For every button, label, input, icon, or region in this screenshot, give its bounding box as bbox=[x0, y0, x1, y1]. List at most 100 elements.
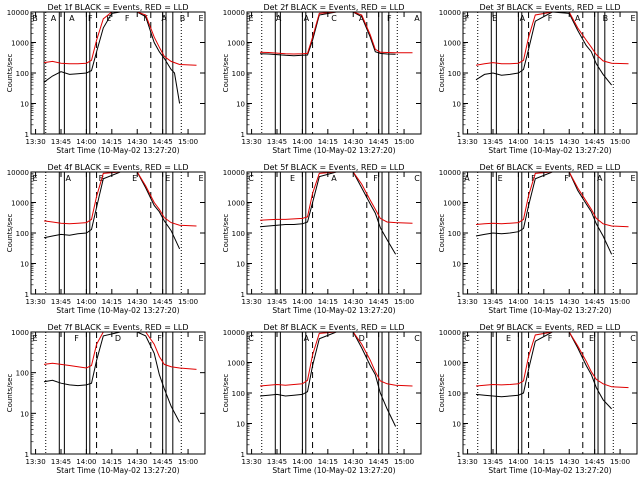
x-tick-label: 13:45 bbox=[51, 138, 71, 146]
y-tick-label: 1000 bbox=[11, 329, 29, 337]
x-tick-label: 14:15 bbox=[318, 458, 338, 466]
plot-frame bbox=[246, 331, 422, 455]
y-tick-label: 100 bbox=[16, 370, 29, 378]
y-tick-label: 1 bbox=[25, 291, 29, 299]
x-tick-label: 14:45 bbox=[153, 458, 173, 466]
y-tick-label: 10000 bbox=[223, 169, 245, 177]
state-marker-label: A bbox=[65, 174, 71, 183]
x-tick-label: 14:45 bbox=[585, 138, 605, 146]
chart-panel: Det 9f BLACK = Events, RED = LLD C E F E C 1 10… bbox=[438, 323, 638, 475]
state-marker-label: E bbox=[132, 174, 137, 183]
x-tick-label: 14:15 bbox=[534, 458, 554, 466]
y-tick-label: 1000 bbox=[443, 200, 461, 208]
chart-title: Det 3f BLACK = Events, RED = LLD bbox=[479, 3, 620, 12]
state-marker-label: A bbox=[161, 14, 167, 23]
state-marker-label: A bbox=[414, 14, 420, 23]
chart-title: Det 4f BLACK = Events, RED = LLD bbox=[47, 163, 188, 172]
x-axis-label: Start Time (10-May-02 13:27:20) bbox=[272, 306, 395, 315]
state-marker-label: F bbox=[88, 14, 93, 23]
x-axis-label: Start Time (10-May-02 13:27:20) bbox=[272, 466, 395, 475]
chart-panel: Det 8f BLACK = Events, RED = LLD C A D C 1 10 1… bbox=[222, 323, 422, 475]
x-tick-label: 15:00 bbox=[610, 138, 630, 146]
events-series-line bbox=[475, 12, 612, 86]
x-axis-label: Start Time (10-May-02 13:27:20) bbox=[56, 146, 179, 155]
x-tick-label: 14:00 bbox=[508, 298, 528, 306]
x-tick-label: 13:30 bbox=[457, 298, 477, 306]
x-axis-label: Start Time (10-May-02 13:27:20) bbox=[272, 146, 395, 155]
plot-frame bbox=[246, 171, 422, 295]
state-marker-label: B bbox=[180, 14, 186, 23]
state-marker-label: F bbox=[157, 334, 162, 343]
x-tick-label: 14:45 bbox=[369, 138, 389, 146]
y-axis-label: Counts/sec bbox=[6, 374, 14, 413]
x-tick-label: 14:15 bbox=[318, 138, 338, 146]
x-tick-label: 14:15 bbox=[102, 138, 122, 146]
chart-panel: Det 3f BLACK = Events, RED = LLD F E A F A B E 1… bbox=[438, 3, 638, 155]
x-tick-label: 14:00 bbox=[292, 458, 312, 466]
chart-title: Det 9f BLACK = Events, RED = LLD bbox=[479, 323, 620, 332]
state-marker-label: E bbox=[506, 334, 511, 343]
y-tick-label: 1000 bbox=[443, 40, 461, 48]
state-marker-label: E bbox=[589, 334, 594, 343]
y-tick-label: 100 bbox=[448, 390, 461, 398]
state-marker-label: F bbox=[564, 174, 569, 183]
events-series-line bbox=[43, 332, 181, 423]
y-tick-label: 100 bbox=[16, 230, 29, 238]
state-marker-label: E bbox=[498, 174, 503, 183]
y-tick-label: 1 bbox=[241, 291, 245, 299]
plot-frame bbox=[246, 11, 422, 135]
y-axis-label: Counts/sec bbox=[6, 54, 14, 93]
x-tick-label: 14:30 bbox=[559, 458, 579, 466]
state-marker-label: E bbox=[198, 334, 203, 343]
state-marker-label: E bbox=[165, 174, 170, 183]
state-marker-label: A bbox=[69, 14, 75, 23]
plot-frame bbox=[30, 171, 206, 295]
state-marker-label: F bbox=[125, 14, 130, 23]
x-tick-label: 14:00 bbox=[292, 298, 312, 306]
x-tick-label: 15:00 bbox=[394, 138, 414, 146]
y-tick-label: 10000 bbox=[223, 329, 245, 337]
state-marker-label: E bbox=[630, 174, 635, 183]
x-tick-label: 14:00 bbox=[76, 458, 96, 466]
state-marker-label: E bbox=[630, 14, 635, 23]
chart-title: Det 1f BLACK = Events, RED = LLD bbox=[47, 3, 188, 12]
y-tick-label: 10000 bbox=[223, 9, 245, 17]
y-tick-label: 1000 bbox=[11, 40, 29, 48]
y-tick-label: 10000 bbox=[439, 169, 461, 177]
x-tick-label: 13:45 bbox=[51, 458, 71, 466]
x-tick-label: 13:30 bbox=[25, 458, 45, 466]
y-tick-label: 1 bbox=[25, 131, 29, 139]
state-marker-label: A bbox=[575, 14, 581, 23]
state-marker-label: C bbox=[414, 174, 420, 183]
state-marker-label: A bbox=[464, 174, 470, 183]
x-axis-label: Start Time (10-May-02 13:27:20) bbox=[56, 306, 179, 315]
state-marker-label: D bbox=[359, 334, 365, 343]
x-tick-label: 13:45 bbox=[483, 138, 503, 146]
x-tick-label: 14:30 bbox=[559, 298, 579, 306]
x-tick-label: 14:00 bbox=[508, 458, 528, 466]
x-tick-label: 15:00 bbox=[394, 298, 414, 306]
x-tick-label: 14:15 bbox=[534, 138, 554, 146]
x-tick-label: 13:45 bbox=[267, 298, 287, 306]
x-tick-label: 14:45 bbox=[369, 458, 389, 466]
state-marker-label: C bbox=[464, 334, 470, 343]
y-tick-label: 1 bbox=[241, 131, 245, 139]
y-tick-label: 10 bbox=[236, 101, 245, 109]
y-tick-label: 1000 bbox=[443, 360, 461, 368]
lld-series-line bbox=[43, 12, 197, 66]
y-tick-label: 10 bbox=[20, 101, 29, 109]
y-tick-label: 1 bbox=[457, 291, 461, 299]
x-tick-label: 14:30 bbox=[127, 298, 147, 306]
state-marker-label: A bbox=[51, 14, 57, 23]
state-marker-label: F bbox=[373, 174, 378, 183]
x-tick-label: 14:45 bbox=[153, 298, 173, 306]
y-tick-label: 10 bbox=[236, 261, 245, 269]
state-marker-label: F bbox=[465, 14, 470, 23]
state-marker-label: C bbox=[630, 334, 636, 343]
chart-title: Det 5f BLACK = Events, RED = LLD bbox=[263, 163, 404, 172]
x-tick-label: 13:30 bbox=[241, 298, 261, 306]
y-axis-label: Counts/sec bbox=[6, 214, 14, 253]
x-tick-label: 14:00 bbox=[292, 138, 312, 146]
x-tick-label: 13:30 bbox=[457, 458, 477, 466]
